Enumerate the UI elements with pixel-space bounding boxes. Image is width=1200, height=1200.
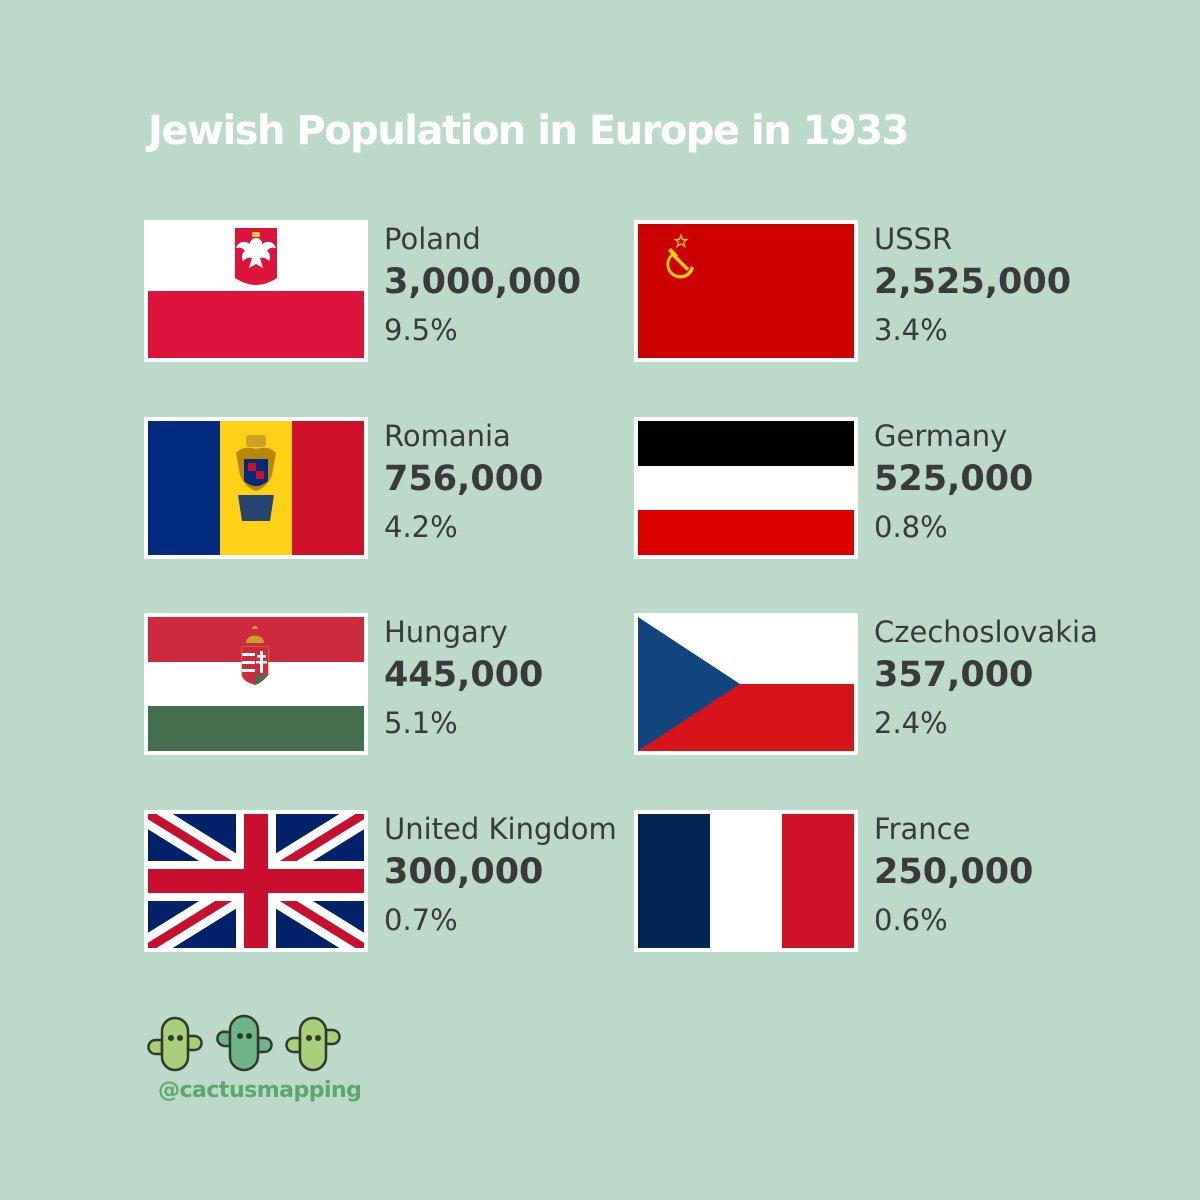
country-entry-czechoslovakia: Czechoslovakia 357,000 2.4%	[634, 613, 1134, 755]
country-name: United Kingdom	[384, 812, 617, 846]
population-percent: 2.4%	[874, 706, 948, 740]
poland-flag	[144, 220, 368, 362]
country-entry-hungary: Hungary 445,000 5.1%	[144, 613, 644, 755]
france-flag	[634, 810, 858, 952]
country-name: Romania	[384, 419, 511, 453]
brand-handle: @cactusmapping	[158, 1078, 362, 1103]
hammer-sickle-icon	[666, 233, 694, 279]
population-value: 525,000	[874, 459, 1034, 499]
population-value: 250,000	[874, 852, 1034, 892]
romania-flag	[144, 417, 368, 559]
population-percent: 0.7%	[384, 903, 458, 937]
country-name: Hungary	[384, 615, 508, 649]
population-value: 3,000,000	[384, 262, 582, 302]
population-value: 2,525,000	[874, 262, 1072, 302]
population-percent: 5.1%	[384, 706, 458, 740]
cactus-icon	[147, 1016, 203, 1072]
cactus-logo	[142, 1008, 362, 1118]
country-entry-ussr: USSR 2,525,000 3.4%	[634, 220, 1134, 362]
country-entry-poland: Poland 3,000,000 9.5%	[144, 220, 644, 362]
population-percent: 9.5%	[384, 313, 458, 347]
population-value: 300,000	[384, 852, 544, 892]
population-value: 357,000	[874, 655, 1034, 695]
royal-coat-of-arms-icon	[236, 435, 276, 521]
population-value: 445,000	[384, 655, 544, 695]
country-entry-france: France 250,000 0.6%	[634, 810, 1134, 952]
germany-flag	[634, 417, 858, 559]
country-name: Poland	[384, 222, 481, 256]
czechoslovakia-flag	[634, 613, 858, 755]
country-name: Germany	[874, 419, 1008, 453]
population-percent: 3.4%	[874, 313, 948, 347]
cactus-icon	[216, 1014, 273, 1072]
population-percent: 4.2%	[384, 510, 458, 544]
country-name: Czechoslovakia	[874, 615, 1098, 649]
country-entry-romania: Romania 756,000 4.2%	[144, 417, 644, 559]
population-percent: 0.6%	[874, 903, 948, 937]
country-entry-united-kingdom: United Kingdom 300,000 0.7%	[144, 810, 644, 952]
crown-coat-of-arms-icon	[241, 626, 269, 685]
united-kingdom-flag	[144, 810, 368, 952]
country-name: USSR	[874, 222, 953, 256]
population-value: 756,000	[384, 459, 544, 499]
population-percent: 0.8%	[874, 510, 948, 544]
ussr-flag	[634, 220, 858, 362]
hungary-flag	[144, 613, 368, 755]
cactus-icon	[285, 1016, 341, 1072]
page-title: Jewish Population in Europe in 1933	[148, 108, 909, 154]
country-name: France	[874, 812, 971, 846]
eagle-coat-of-arms-icon	[235, 228, 277, 285]
country-entry-germany: Germany 525,000 0.8%	[634, 417, 1134, 559]
